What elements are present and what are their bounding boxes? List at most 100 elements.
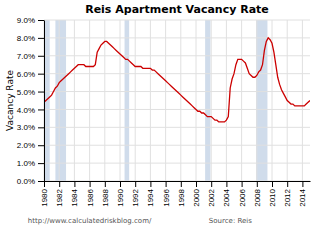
grid-line-x [89, 20, 90, 181]
y-tick-label: 1.0% [17, 159, 35, 168]
x-tick-label: 2010 [268, 188, 277, 206]
x-tick-label: 2008 [253, 188, 262, 206]
x-tick-mark [302, 181, 303, 187]
x-tick-mark [120, 181, 121, 187]
grid-line-x [165, 20, 166, 181]
grid-line-y [44, 55, 310, 56]
y-tick-label: 4.0% [17, 106, 35, 115]
x-tick-label: 1994 [146, 188, 155, 206]
y-tick-label: 7.0% [17, 52, 35, 61]
y-tick-mark [38, 20, 44, 21]
x-tick-label: 1998 [177, 188, 186, 206]
y-tick-mark [38, 92, 44, 93]
y-tick-mark [38, 56, 44, 57]
x-tick-label: 2012 [283, 188, 292, 206]
x-tick-label: 1992 [131, 188, 140, 206]
x-tick-mark [135, 181, 136, 187]
x-tick-mark [150, 181, 151, 187]
y-tick-label: 5.0% [17, 88, 35, 97]
grid-line-x [226, 20, 227, 181]
x-tick-mark [74, 181, 75, 187]
y-tick-mark [38, 38, 44, 39]
x-tick: 1992 [131, 181, 140, 207]
x-tick-mark [272, 181, 273, 187]
y-tick-label: 2.0% [17, 141, 35, 150]
x-tick-label: 1980 [40, 188, 49, 206]
grid-line-x [211, 20, 212, 181]
y-axis: 0.0% 1.0% 2.0% 3.0% 4.0% 5.0% 6.0% 7.0% 8.0% 9.0% [17, 16, 45, 186]
x-tick-mark [105, 181, 106, 187]
x-tick: 1996 [162, 181, 171, 207]
x-tick: 1998 [177, 181, 186, 207]
y-tick-mark [38, 145, 44, 146]
x-tick: 1986 [86, 181, 95, 207]
x-tick-label: 2014 [298, 188, 307, 206]
grid-line-y [44, 109, 310, 110]
lines [44, 38, 310, 122]
y-tick: 5.0% [17, 88, 44, 97]
x-tick: 2000 [192, 181, 201, 207]
x-tick: 2012 [283, 181, 292, 207]
x-tick: 2004 [222, 181, 231, 207]
x-tick: 2008 [253, 181, 262, 207]
grid-line-x [59, 20, 60, 181]
y-tick-mark [38, 109, 44, 110]
grid-line-x [135, 20, 136, 181]
y-tick: 1.0% [17, 159, 44, 168]
grid-line-x [196, 20, 197, 181]
y-axis-title: Vacancy Rate [5, 70, 15, 131]
grid-line-y [44, 37, 310, 38]
x-tick-label: 2006 [238, 188, 247, 206]
x-tick-mark [242, 181, 243, 187]
grid-line-x [74, 20, 75, 181]
y-tick-mark [38, 74, 44, 75]
y-tick: 6.0% [17, 70, 44, 79]
y-tick: 8.0% [17, 34, 44, 43]
recession-bands [44, 20, 267, 181]
x-tick-mark [196, 181, 197, 187]
grid-line-x [180, 20, 181, 181]
x-tick: 1990 [116, 181, 125, 207]
y-tick: 2.0% [17, 141, 44, 150]
recession-band [44, 20, 50, 181]
grid-line-y [44, 73, 310, 74]
recession-band [55, 20, 66, 181]
y-tick: 0.0% [17, 177, 44, 186]
x-tick-label: 2002 [207, 188, 216, 206]
grid-line-x [150, 20, 151, 181]
y-tick-label: 3.0% [17, 123, 35, 132]
grid-line-y [44, 181, 310, 182]
grid [44, 20, 310, 181]
x-tick: 1988 [101, 181, 110, 207]
x-tick-label: 1982 [55, 188, 64, 206]
x-tick: 2006 [238, 181, 247, 207]
y-tick: 7.0% [17, 52, 44, 61]
x-tick-label: 1990 [116, 188, 125, 206]
x-tick-mark [287, 181, 288, 187]
x-tick: 1994 [146, 181, 155, 207]
y-tick: 9.0% [17, 16, 44, 25]
x-tick: 2014 [298, 181, 307, 207]
y-tick: 3.0% [17, 123, 44, 132]
x-tick-label: 2004 [222, 188, 231, 206]
grid-line-x [120, 20, 121, 181]
x-tick-label: 1984 [70, 188, 79, 206]
y-axis-line [44, 21, 45, 182]
grid-line-y [44, 163, 310, 164]
series-line [44, 38, 310, 122]
y-tick-label: 6.0% [17, 70, 35, 79]
x-tick-mark [166, 181, 167, 187]
x-tick-label: 1986 [86, 188, 95, 206]
annotation: Source: Reis [209, 217, 252, 225]
grid-line-y [44, 145, 310, 146]
grid-line-x [302, 20, 303, 181]
recession-band [125, 20, 130, 181]
chart: 1980 1982 1984 1986 1988 1990 1992 1994 1996 1998… [0, 0, 320, 227]
y-tick-label: 0.0% [17, 177, 35, 186]
title: Reis Apartment Vacancy Rate [85, 3, 269, 16]
y-tick-mark [38, 181, 44, 182]
x-tick: 1982 [55, 181, 64, 207]
x-tick: 2010 [268, 181, 277, 207]
grid-line-x [241, 20, 242, 181]
x-tick-mark [211, 181, 212, 187]
